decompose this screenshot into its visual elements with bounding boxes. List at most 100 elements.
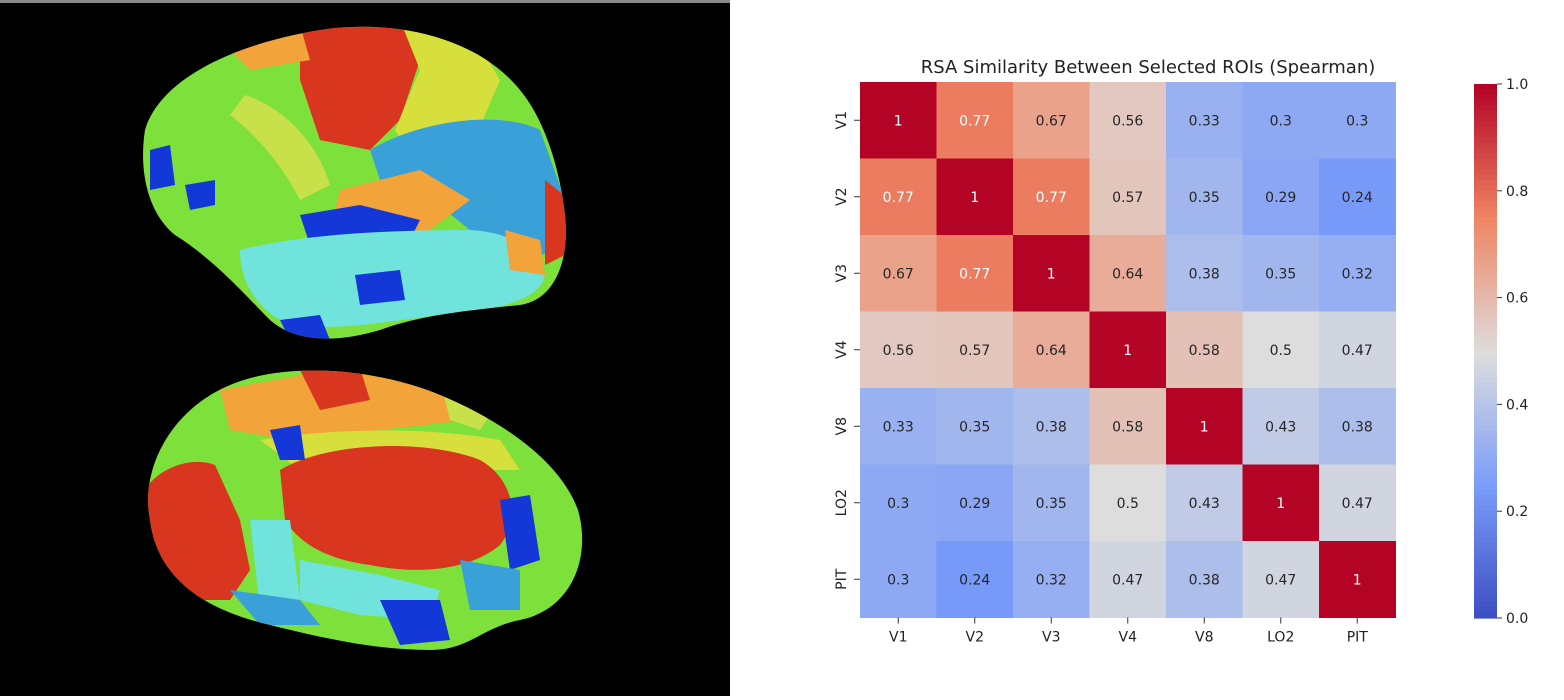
- cell-value-label: 0.56: [883, 343, 914, 359]
- colorbar-segment: [1474, 244, 1497, 251]
- colorbar-segment: [1474, 356, 1497, 363]
- heatmap-cell: [860, 311, 937, 389]
- cell-value-label: 1: [1353, 572, 1362, 588]
- colorbar-segment: [1474, 100, 1497, 106]
- column-label: V4: [1119, 630, 1138, 646]
- heatmap-cell: [1013, 464, 1090, 542]
- heatmap-cell: [1166, 235, 1243, 312]
- colorbar-segment: [1474, 302, 1497, 309]
- colorbar-segment: [1474, 233, 1497, 240]
- colorbar-segment: [1474, 169, 1497, 176]
- heatmap-cell: [1089, 541, 1167, 618]
- row-label: V8: [834, 417, 850, 435]
- cell-value-label: 0.47: [1342, 343, 1373, 359]
- cell-value-label: 0.3: [887, 496, 909, 512]
- colorbar-segment: [1474, 142, 1497, 149]
- colorbar-segment: [1474, 415, 1497, 422]
- cell-value-label: 0.5: [1270, 343, 1292, 359]
- colorbar-segment: [1474, 452, 1497, 459]
- colorbar-segment: [1474, 228, 1497, 235]
- cell-value-label: 0.43: [1189, 496, 1220, 512]
- colorbar-segment: [1474, 212, 1497, 219]
- colorbar-segment: [1474, 185, 1497, 192]
- colorbar-segment: [1474, 399, 1497, 405]
- colorbar-segment: [1474, 377, 1497, 384]
- row-label: PIT: [834, 568, 850, 590]
- row-label: LO2: [834, 489, 850, 516]
- cell-value-label: 0.56: [1112, 113, 1143, 129]
- colorbar-segment: [1474, 431, 1497, 438]
- cell-value-label: 0.24: [959, 572, 990, 588]
- colorbar-segment: [1474, 334, 1497, 341]
- heatmap-cell: [1166, 464, 1243, 542]
- colorbar-segment: [1474, 473, 1497, 480]
- row-label: V2: [834, 188, 850, 206]
- colorbar-segment: [1474, 596, 1497, 603]
- window-top-border: [0, 0, 730, 3]
- heatmap-cell: [1013, 311, 1090, 389]
- colorbar-segment: [1474, 527, 1497, 534]
- colorbar-segment: [1474, 190, 1497, 197]
- cell-value-label: 0.64: [1112, 266, 1143, 282]
- colorbar-segment: [1474, 158, 1497, 165]
- cell-value-label: 0.38: [1342, 419, 1373, 435]
- heatmap-cell: [1089, 311, 1167, 389]
- cell-value-label: 0.58: [1112, 419, 1143, 435]
- colorbar-segment: [1474, 265, 1497, 272]
- cell-value-label: 0.29: [959, 496, 990, 512]
- cell-value-label: 0.33: [883, 419, 914, 435]
- colorbar-segment: [1474, 84, 1497, 90]
- heatmap-cell: [936, 388, 1014, 465]
- colorbar-segment: [1474, 308, 1497, 315]
- colorbar-segment: [1474, 297, 1497, 304]
- heatmap-cell: [860, 388, 937, 465]
- heatmap-cell: [1242, 82, 1320, 159]
- heatmap-cell: [936, 158, 1014, 236]
- colorbar-segment: [1474, 329, 1497, 336]
- colorbar-segment: [1474, 345, 1497, 352]
- heatmap-cell: [1319, 388, 1396, 465]
- cell-value-label: 1: [1123, 343, 1132, 359]
- colorbar-segment: [1474, 281, 1497, 288]
- heatmap-cell: [936, 541, 1014, 618]
- row-labels: V1 V2 V3 V4 V8 LO2 PIT: [834, 111, 860, 590]
- brain-surface-view: [0, 0, 730, 696]
- heatmap-cell: [1242, 388, 1320, 465]
- cell-value-label: 0.33: [1189, 113, 1220, 129]
- colorbar-segment: [1474, 463, 1497, 470]
- colorbar-tick-label: 0.6: [1506, 291, 1528, 307]
- cell-value-label: 0.24: [1342, 190, 1373, 206]
- heatmap-cells: 1 0.77 0.67 0.56 0.33 0.3 0.3 0.77 1 0.77 0.57 0.35…: [860, 82, 1396, 618]
- rsa-heatmap: RSA Similarity Between Selected ROIs (Sp…: [834, 57, 1528, 646]
- brain-illustration: [143, 26, 583, 650]
- cell-value-label: 0.58: [1189, 343, 1220, 359]
- colorbar-segment: [1474, 420, 1497, 427]
- cell-value-label: 0.5: [1117, 496, 1139, 512]
- heatmap-cell: [1013, 388, 1090, 465]
- colorbar-segment: [1474, 121, 1497, 128]
- column-label: V1: [889, 630, 907, 646]
- colorbar-segment: [1474, 559, 1497, 566]
- heatmap-cell: [1319, 158, 1396, 236]
- heatmap-cell: [1242, 541, 1320, 618]
- colorbar-segment: [1474, 500, 1497, 507]
- cell-value-label: 0.32: [1036, 572, 1067, 588]
- colorbar-segment: [1474, 372, 1497, 379]
- cell-value-label: 0.47: [1342, 496, 1373, 512]
- heatmap-cell: [936, 82, 1014, 159]
- column-labels: V1 V2 V3 V4 V8 LO2 PIT: [889, 617, 1368, 646]
- cell-value-label: 0.77: [959, 113, 990, 129]
- colorbar-segment: [1474, 217, 1497, 224]
- heatmap-cell: [1089, 158, 1167, 236]
- cell-value-label: 0.77: [1036, 190, 1067, 206]
- colorbar-segment: [1474, 201, 1497, 208]
- colorbar-segment: [1474, 206, 1497, 213]
- colorbar-segment: [1474, 591, 1497, 598]
- heatmap-cell: [1013, 235, 1090, 312]
- heatmap-cell: [936, 311, 1014, 389]
- cell-value-label: 0.57: [959, 343, 990, 359]
- medial-brain: [148, 370, 583, 650]
- cell-value-label: 0.29: [1265, 190, 1296, 206]
- colorbar-segment: [1474, 532, 1497, 539]
- heatmap-cell: [1013, 82, 1090, 159]
